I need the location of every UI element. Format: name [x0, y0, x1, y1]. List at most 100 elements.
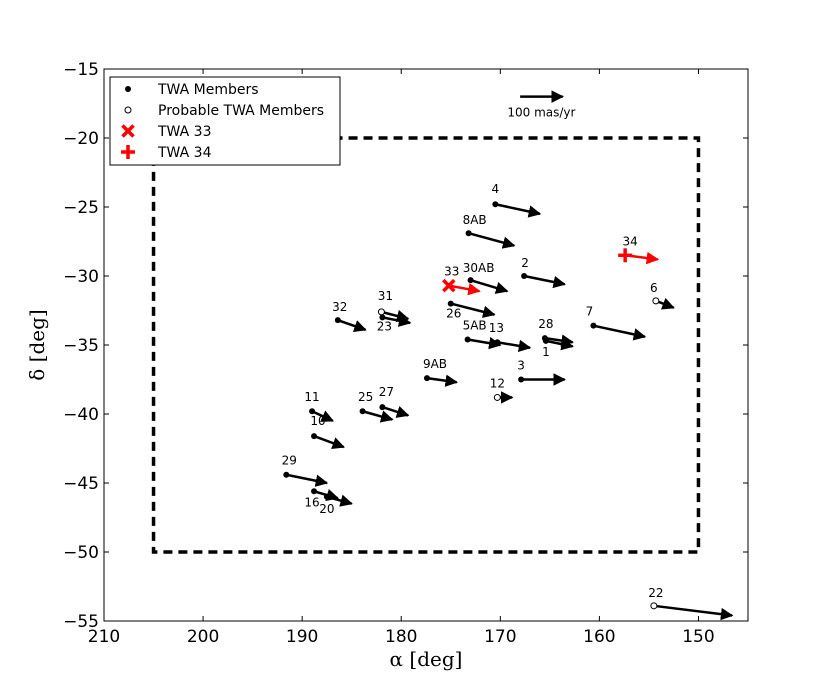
proper-motion-arrow-30AB — [470, 278, 509, 294]
point-label-26: 26 — [446, 307, 461, 321]
point-label-8AB: 8AB — [463, 213, 487, 227]
scale-arrow-label: 100 mas/yr — [507, 106, 575, 120]
member-point-13 — [494, 339, 501, 346]
proper-motion-arrow-1 — [545, 337, 574, 351]
proper-motion-arrow-4 — [495, 203, 542, 218]
point-label-31: 31 — [378, 289, 393, 303]
legend-entry-label: Probable TWA Members — [158, 103, 324, 119]
probable-member-point-6 — [652, 297, 660, 305]
plot-area: 4 8AB 2 30AB 26 32 31 23 7 5AB 13 28 1 9AB 3 12 11 25 27 10… — [151, 90, 734, 621]
member-point-30AB — [467, 277, 474, 284]
point-label-32: 32 — [332, 300, 347, 314]
point-label-4: 4 — [492, 182, 500, 196]
x-tick-label: 200 — [187, 627, 219, 647]
legend-marker-filled-circle — [125, 86, 131, 92]
probable-member-point-22 — [650, 602, 658, 610]
axes: 210 200 190 180 170 160 150−15−20−25−30−35−40−… — [63, 60, 748, 647]
legend-frame — [109, 76, 341, 166]
point-label-12: 12 — [490, 376, 505, 390]
point-label-11: 11 — [304, 390, 319, 404]
member-point-9AB — [423, 375, 430, 382]
member-point-16 — [311, 488, 318, 495]
legend-marker-open-circle — [124, 106, 132, 114]
proper-motion-arrow-32 — [337, 318, 367, 333]
member-point-10 — [311, 433, 318, 440]
member-point-7 — [590, 322, 597, 329]
point-label-2: 2 — [521, 256, 529, 270]
y-tick-label: −45 — [63, 474, 99, 494]
point-label-5AB: 5AB — [463, 318, 487, 332]
point-label-3: 3 — [517, 359, 525, 373]
member-point-29 — [283, 471, 290, 478]
point-label-25: 25 — [358, 390, 373, 404]
x-tick-label: 180 — [385, 627, 417, 647]
legend-marker-x — [121, 124, 135, 138]
proper-motion-arrow-22 — [653, 604, 734, 621]
legend: TWA Members Probable TWA Members TWA 33 TWA… — [109, 76, 341, 166]
proper-motion-arrow-13 — [497, 339, 532, 353]
member-point-11 — [309, 408, 316, 415]
member-point-20 — [323, 493, 330, 500]
point-label-30AB: 30AB — [463, 261, 495, 275]
point-label-16: 16 — [304, 495, 319, 509]
proper-motion-arrow-8AB — [468, 232, 516, 249]
member-point-25 — [359, 408, 366, 415]
proper-motion-arrow-27 — [382, 405, 410, 418]
point-label-9AB: 9AB — [423, 357, 447, 371]
point-label-10: 10 — [310, 414, 325, 428]
legend-entry-label: TWA Members — [157, 82, 259, 98]
member-point-2 — [521, 273, 528, 279]
point-label-13: 13 — [489, 321, 504, 335]
x-tick-label: 170 — [484, 627, 516, 647]
legend-entry-label: TWA 34 — [157, 145, 212, 161]
probable-member-point-12 — [493, 393, 501, 401]
y-tick-label: −20 — [63, 129, 99, 149]
y-tick-label: −40 — [63, 405, 99, 425]
legend-entry-label: TWA 33 — [157, 124, 211, 140]
x-tick-label: 190 — [286, 627, 318, 647]
point-label-28: 28 — [538, 317, 553, 331]
twa34-marker — [618, 248, 633, 263]
x-tick-label: 160 — [583, 627, 615, 647]
proper-motion-arrow-25 — [362, 410, 394, 423]
proper-motion-arrow-26 — [450, 302, 496, 318]
member-point-26 — [447, 300, 454, 307]
x-tick-label: 210 — [88, 627, 120, 647]
twa33-marker — [442, 278, 456, 293]
x-tick-label: 150 — [682, 627, 714, 647]
probable-member-point-31 — [377, 308, 385, 316]
point-label-34: 34 — [623, 234, 638, 248]
y-axis-title: δ [deg] — [25, 309, 49, 380]
member-point-1 — [542, 337, 549, 344]
point-label-20: 20 — [319, 502, 334, 516]
member-point-23 — [379, 314, 386, 321]
proper-motion-arrow-23 — [382, 314, 412, 327]
y-tick-label: −15 — [63, 60, 99, 80]
y-tick-label: −30 — [63, 267, 99, 287]
y-tick-label: −55 — [63, 612, 99, 632]
point-label-27: 27 — [379, 385, 394, 399]
x-axis-title: α [deg] — [390, 647, 463, 671]
point-label-23: 23 — [377, 319, 392, 333]
proper-motion-arrow-10 — [313, 434, 345, 450]
point-label-1: 1 — [542, 345, 550, 359]
point-label-7: 7 — [586, 305, 594, 319]
twa33-marker-stroke — [442, 278, 456, 293]
point-label-33: 33 — [444, 265, 459, 279]
member-point-4 — [492, 201, 499, 208]
point-label-6: 6 — [650, 281, 658, 295]
point-label-29: 29 — [282, 454, 297, 468]
proper-motion-arrow-9AB — [426, 374, 458, 387]
y-tick-label: −35 — [63, 336, 99, 356]
proper-motion-arrow-20 — [326, 494, 353, 507]
member-point-27 — [379, 404, 386, 411]
proper-motion-arrow-11 — [311, 410, 335, 423]
y-tick-label: −25 — [63, 198, 99, 218]
proper-motion-arrow-5AB — [467, 336, 502, 350]
member-point-5AB — [464, 336, 471, 343]
proper-motion-arrow-33 — [448, 283, 481, 296]
y-tick-label: −50 — [63, 543, 99, 563]
member-point-32 — [334, 317, 341, 324]
member-point-8AB — [465, 230, 472, 237]
